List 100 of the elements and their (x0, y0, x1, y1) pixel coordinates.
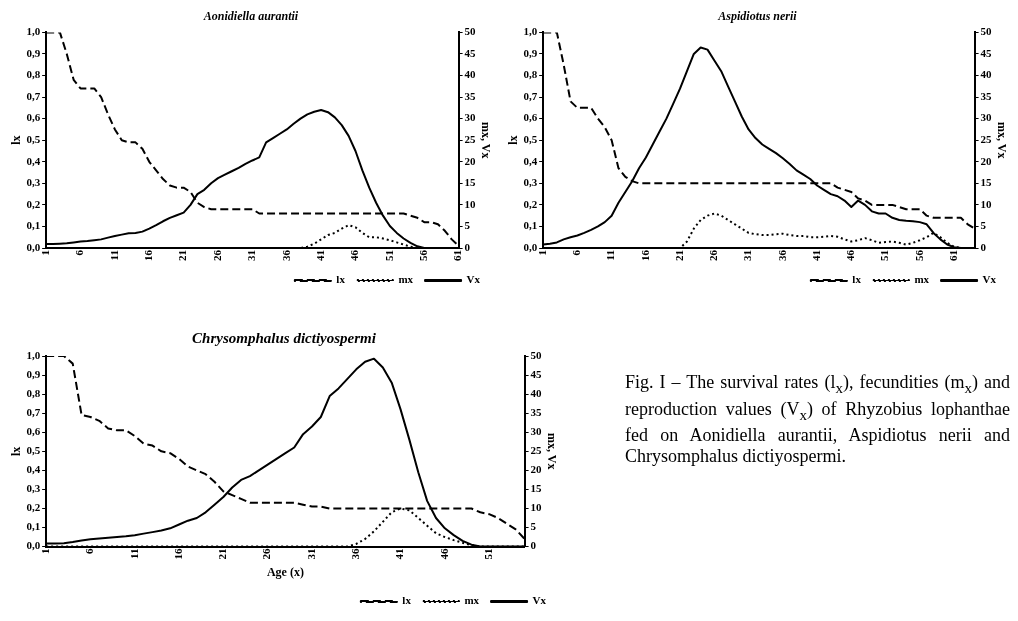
y2-tick-label: 40 (980, 68, 993, 81)
y2-axis-title: mx, Vx (994, 121, 1009, 159)
y-axis-title: lx (9, 135, 24, 145)
y-tick-label: 0,1 (523, 219, 538, 232)
y2-tick-label: 45 (980, 46, 993, 59)
y-tick-label: 0,5 (26, 133, 41, 146)
y2-tick-label: 45 (530, 367, 543, 380)
x-tick-label: 36 (349, 548, 362, 560)
y2-tick-label: 35 (530, 406, 543, 419)
x-tick-label: 16 (638, 249, 651, 261)
y-tick-label: 0,6 (26, 111, 41, 124)
y2-tick-label: 15 (464, 176, 477, 189)
legend-label: Vx (532, 594, 547, 607)
y2-tick-label: 10 (530, 501, 543, 514)
x-tick-label: 51 (878, 250, 891, 261)
y2-tick-label: 25 (980, 133, 993, 146)
y-tick-label: 0,9 (26, 367, 41, 380)
x-tick-label: 6 (73, 249, 86, 256)
x-tick-label: 21 (176, 250, 189, 261)
y-tick-label: 0,8 (523, 68, 538, 81)
x-tick-label: 1 (535, 250, 548, 256)
y-tick-label: 0,0 (26, 539, 41, 552)
legend-label: lx (336, 273, 346, 286)
y-tick-label: 0,7 (523, 89, 538, 102)
y-tick-label: 0,7 (26, 89, 41, 102)
y2-tick-label: 0 (980, 240, 987, 253)
y2-tick-label: 20 (530, 463, 543, 476)
x-tick-label: 1 (38, 250, 51, 256)
chart-title: Aonidiella aurantii (202, 9, 299, 24)
x-tick-label: 6 (570, 249, 583, 256)
x-tick-label: 11 (127, 548, 140, 560)
y-tick-label: 0,6 (523, 111, 538, 124)
y2-tick-label: 20 (464, 154, 477, 167)
x-tick-label: 11 (604, 250, 617, 261)
y-axis-title: lx (506, 135, 521, 145)
x-tick-label: 46 (348, 249, 361, 261)
y-tick-label: 0,5 (26, 444, 41, 457)
x-tick-label: 21 (216, 548, 229, 560)
x-tick-label: 41 (313, 250, 326, 261)
y-tick-label: 0,4 (26, 463, 41, 476)
y-tick-label: 0,1 (26, 219, 41, 232)
x-tick-label: 31 (245, 250, 258, 261)
y2-tick-label: 15 (980, 176, 993, 189)
x-tick-label: 1 (38, 548, 51, 555)
y-tick-label: 0,8 (26, 386, 41, 399)
legend-label: mx (464, 594, 480, 607)
x-tick-label: 56 (912, 249, 925, 261)
x-tick-label: 26 (260, 548, 273, 560)
y2-tick-label: 35 (980, 89, 993, 102)
y-tick-label: 0,5 (523, 133, 538, 146)
x-tick-label: 41 (393, 548, 406, 560)
x-tick-label: 61 (451, 250, 464, 261)
y-tick-label: 0,3 (26, 482, 41, 495)
x-tick-label: 51 (382, 250, 395, 261)
y-tick-label: 0,4 (523, 154, 538, 167)
x-tick-label: 31 (304, 548, 317, 560)
y2-tick-label: 15 (530, 482, 543, 495)
legend-label: Vx (982, 273, 997, 286)
y-tick-label: 0,9 (26, 46, 41, 59)
y-tick-label: 0,3 (26, 176, 41, 189)
y-tick-label: 0,9 (523, 46, 538, 59)
legend-label: lx (402, 594, 412, 607)
x-tick-label: 16 (142, 249, 155, 261)
x-tick-label: 21 (672, 250, 685, 261)
y2-tick-label: 0 (530, 539, 537, 552)
y2-tick-label: 10 (980, 197, 993, 210)
x-tick-label: 16 (171, 548, 184, 560)
y2-tick-label: 25 (464, 133, 477, 146)
y-tick-label: 0,0 (523, 240, 538, 253)
y-axis-title: lx (9, 446, 24, 456)
x-tick-label: 46 (844, 249, 857, 261)
y2-tick-label: 5 (464, 219, 471, 232)
y2-tick-label: 35 (464, 89, 477, 102)
y2-tick-label: 40 (530, 386, 543, 399)
y-tick-label: 1,0 (26, 348, 41, 361)
y-tick-label: 0,2 (523, 197, 538, 210)
chart-title: Aspidiotus nerii (717, 9, 798, 24)
x-tick-label: 51 (482, 548, 494, 560)
x-tick-label: 41 (809, 250, 822, 261)
y2-tick-label: 30 (464, 111, 477, 124)
legend-label: lx (852, 273, 862, 286)
x-tick-label: 36 (279, 249, 292, 261)
y-tick-label: 0,6 (26, 425, 41, 438)
y-tick-label: 0,2 (26, 501, 41, 514)
y-tick-label: 0,1 (26, 520, 41, 533)
text: Fig. I – The survival rates (l$_{x}$), fecundities (m$_{x}$) and reproduction values (V$_{x}$) of Rhyzobius lophanthae fed on Aonidiella aurantii, Aspidiotus nerii and Chrysomphalus dictiyospermi. (625, 372, 1010, 467)
x-tick-label: 26 (707, 249, 720, 261)
y-tick-label: 0,8 (26, 68, 41, 81)
chart-title: Chrysomphalus dictiyospermi (192, 329, 377, 346)
x-tick-label: 11 (107, 250, 120, 261)
y2-tick-label: 5 (530, 520, 537, 533)
x-tick-label: 46 (437, 548, 450, 560)
y2-tick-label: 20 (980, 154, 993, 167)
y-tick-label: 1,0 (523, 25, 538, 38)
legend-label: mx (914, 273, 930, 286)
y2-tick-label: 10 (464, 197, 477, 210)
y2-tick-label: 0 (464, 240, 471, 253)
y-tick-label: 0,0 (26, 240, 41, 253)
y2-tick-label: 50 (464, 25, 477, 38)
legend-label: Vx (466, 273, 481, 286)
